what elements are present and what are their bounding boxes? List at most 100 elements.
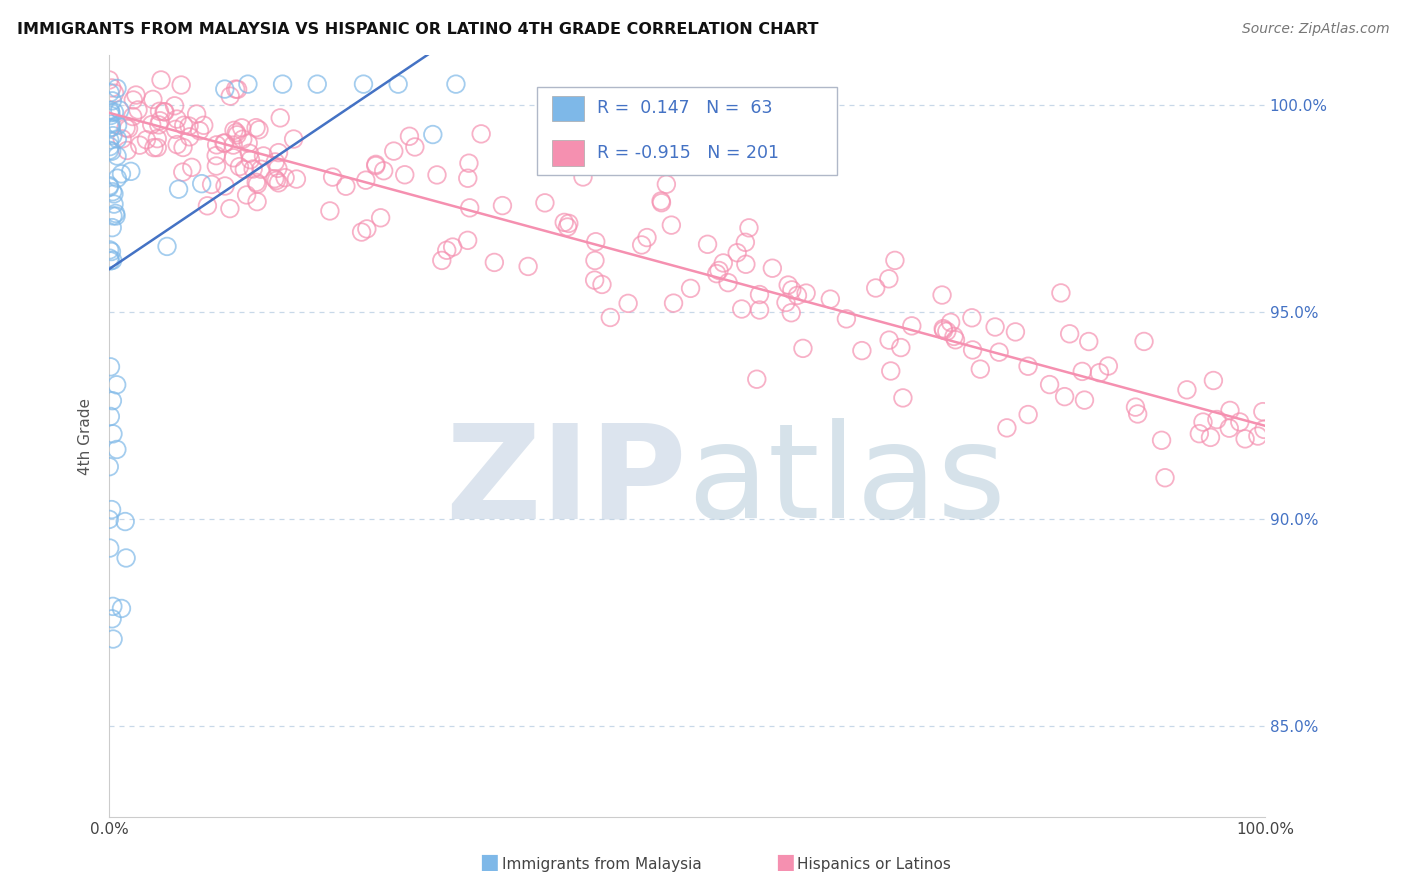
Point — [267, 161, 290, 176]
Point — [110, 167, 132, 181]
Point — [101, 426, 124, 441]
Point — [219, 89, 242, 103]
Point — [148, 118, 170, 132]
Point — [101, 393, 124, 408]
Point — [197, 199, 219, 213]
Point — [354, 173, 377, 187]
Point — [655, 178, 678, 192]
Point — [120, 164, 142, 178]
Point — [1251, 405, 1274, 419]
Point — [235, 188, 257, 202]
Text: ■: ■ — [479, 853, 499, 872]
Point — [98, 409, 121, 424]
Point — [179, 129, 201, 144]
Point — [117, 121, 139, 136]
Point — [353, 77, 375, 91]
Point — [786, 288, 808, 302]
Point — [851, 343, 873, 358]
Point — [180, 161, 202, 175]
Point — [585, 235, 607, 249]
Point — [98, 139, 121, 153]
Point — [356, 222, 378, 236]
Point — [98, 459, 121, 474]
Point — [98, 541, 121, 555]
Point — [100, 359, 122, 374]
Point — [264, 155, 287, 169]
Point — [960, 310, 983, 325]
Point — [263, 171, 285, 186]
Point — [186, 107, 208, 121]
Point — [103, 197, 125, 211]
Y-axis label: 4th Grade: 4th Grade — [79, 398, 93, 475]
Point — [167, 182, 190, 196]
Point — [245, 120, 267, 135]
Point — [1253, 422, 1275, 436]
Point — [121, 110, 143, 124]
Point — [103, 86, 125, 100]
Point — [146, 140, 169, 154]
Point — [553, 215, 575, 229]
Point — [219, 202, 242, 216]
Point — [775, 295, 797, 310]
Point — [778, 278, 800, 293]
Point — [558, 216, 581, 230]
Point — [995, 421, 1018, 435]
Point — [172, 165, 194, 179]
Point — [1219, 403, 1241, 417]
Point — [283, 132, 305, 146]
Point — [222, 138, 245, 153]
Point — [142, 92, 165, 106]
Point — [222, 151, 245, 165]
Point — [212, 136, 235, 150]
Point — [98, 180, 121, 194]
Point — [650, 195, 672, 210]
Point — [444, 77, 467, 91]
Point — [101, 81, 124, 95]
Point — [962, 343, 984, 357]
Point — [591, 277, 613, 292]
Point — [266, 173, 288, 187]
Point — [1077, 334, 1099, 349]
Point — [398, 129, 420, 144]
Point — [1202, 374, 1225, 388]
Point — [172, 140, 194, 154]
Point — [148, 104, 170, 119]
Point — [232, 132, 254, 146]
Point — [430, 253, 453, 268]
Point — [1017, 408, 1039, 422]
Point — [780, 306, 803, 320]
Point — [105, 132, 128, 146]
Point — [200, 178, 222, 192]
Point — [820, 292, 842, 306]
Point — [364, 157, 387, 171]
Point — [222, 123, 245, 137]
Point — [696, 237, 718, 252]
Point — [969, 362, 991, 376]
Point — [98, 512, 121, 526]
Text: atlas: atlas — [688, 418, 1007, 545]
Point — [105, 209, 128, 223]
Point — [225, 126, 247, 140]
Point — [761, 261, 783, 276]
Point — [188, 124, 211, 138]
Point — [457, 171, 479, 186]
Point — [1071, 364, 1094, 378]
Point — [153, 104, 176, 119]
Point — [267, 145, 290, 160]
Point — [1192, 415, 1215, 429]
Point — [583, 253, 606, 268]
Point — [1150, 434, 1173, 448]
Point — [105, 149, 128, 163]
Point — [128, 138, 150, 153]
Point — [101, 253, 124, 268]
Point — [115, 551, 138, 566]
Point — [1097, 359, 1119, 373]
Point — [214, 82, 236, 96]
Point — [880, 364, 903, 378]
Point — [865, 281, 887, 295]
Point — [103, 186, 125, 201]
Text: ■: ■ — [775, 853, 794, 872]
Point — [404, 140, 426, 154]
Point — [901, 318, 924, 333]
Point — [98, 254, 121, 268]
